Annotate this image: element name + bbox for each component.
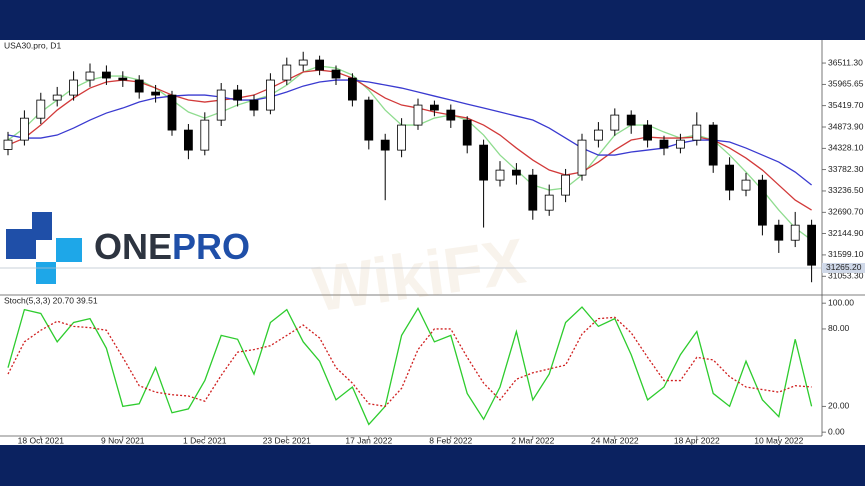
- candle-body: [36, 99, 46, 119]
- x-tick-label: 8 Feb 2022: [429, 435, 472, 445]
- y-tick-label: 31053.30: [828, 270, 864, 280]
- candle-body: [167, 94, 177, 131]
- y-tick-label: 36511.30: [828, 57, 863, 67]
- candle-body: [233, 89, 243, 101]
- x-tick-label: 1 Dec 2021: [183, 435, 227, 445]
- x-tick-label: 2 Mar 2022: [511, 435, 554, 445]
- candle-body: [758, 179, 767, 226]
- y-tick-label: 0.00: [828, 426, 845, 436]
- candle-body: [577, 139, 587, 176]
- candle-body: [741, 179, 751, 191]
- x-tick-label: 24 Mar 2022: [591, 435, 639, 445]
- candle-body: [3, 139, 13, 150]
- x-tick-label: 18 Oct 2021: [18, 435, 65, 445]
- candle-body: [52, 94, 62, 101]
- logo-shape: [32, 212, 52, 240]
- candle-body: [183, 129, 193, 151]
- top-band: [0, 0, 865, 40]
- candle-body: [725, 164, 734, 191]
- candle-body: [692, 124, 702, 141]
- candle-body: [19, 117, 29, 141]
- candle-body: [397, 124, 407, 151]
- candle-body: [151, 91, 161, 96]
- y-tick-label: 35419.70: [828, 100, 864, 110]
- candle-body: [626, 114, 636, 126]
- candle-body: [102, 71, 111, 79]
- candle-body: [512, 169, 521, 176]
- y-tick-label: 34328.10: [828, 143, 864, 153]
- candle-body: [495, 169, 505, 181]
- candle-body: [85, 71, 95, 81]
- y-tick-label: 34873.90: [828, 121, 864, 131]
- x-tick-label: 17 Jan 2022: [345, 435, 392, 445]
- candle-body: [315, 59, 325, 71]
- candle-body: [594, 129, 603, 141]
- logo: ONEPRO: [6, 212, 250, 284]
- candle-body: [446, 109, 456, 121]
- y-tick-label: 20.00: [828, 401, 850, 411]
- x-tick-label: 10 May 2022: [754, 435, 803, 445]
- indicator-title: Stoch(5,3,3) 20.70 39.51: [4, 295, 98, 305]
- candle-body: [708, 124, 718, 166]
- candle-body: [347, 77, 357, 101]
- candle-body: [807, 224, 816, 266]
- logo-shape: [36, 262, 56, 284]
- series-line: [7, 306, 813, 426]
- y-tick-label: 80.00: [828, 323, 850, 333]
- y-tick-label: 35965.65: [828, 79, 864, 89]
- bottom-band: [0, 445, 865, 486]
- candle-body: [249, 99, 259, 111]
- candle-body: [298, 59, 308, 66]
- candle-body: [659, 139, 669, 149]
- logo-shape: [6, 229, 36, 259]
- candle-body: [118, 77, 128, 81]
- candle-body: [462, 119, 472, 146]
- candle-body: [331, 69, 341, 79]
- logo-text-part: ONE: [94, 226, 172, 267]
- chart-title: USA30.pro, D1: [4, 40, 61, 50]
- candle-body: [610, 114, 620, 131]
- candle-body: [216, 89, 226, 121]
- candle-body: [134, 79, 144, 93]
- candle-body: [364, 99, 374, 141]
- candle-body: [528, 174, 538, 211]
- logo-text: ONEPRO: [94, 226, 250, 267]
- candle-body: [774, 224, 784, 241]
- candle-body: [413, 104, 423, 126]
- candle-body: [282, 64, 292, 81]
- candle-body: [69, 79, 78, 96]
- candle-body: [265, 79, 275, 111]
- candle-body: [561, 174, 570, 196]
- current-price-box: [822, 262, 865, 273]
- candle-body: [676, 139, 685, 149]
- y-tick-label: 32690.70: [828, 207, 864, 217]
- series-line: [7, 316, 812, 408]
- logo-text-part: PRO: [172, 226, 250, 267]
- logo-shape: [56, 238, 82, 262]
- candle-body: [479, 144, 489, 181]
- x-tick-label: 23 Dec 2021: [263, 435, 311, 445]
- candle-body: [544, 194, 554, 211]
- y-tick-label: 33236.50: [828, 185, 864, 195]
- candle-body: [380, 139, 390, 151]
- x-tick-label: 18 Apr 2022: [674, 435, 720, 445]
- y-tick-label: 31599.10: [828, 249, 864, 259]
- y-tick-label: 33782.30: [828, 164, 864, 174]
- x-tick-label: 9 Nov 2021: [101, 435, 145, 445]
- candle-body: [643, 124, 652, 141]
- y-tick-label: 100.00: [828, 297, 854, 307]
- candle-body: [790, 224, 800, 241]
- candle-body: [429, 104, 439, 111]
- y-tick-label: 32144.90: [828, 228, 864, 238]
- current-price-label: 31265.20: [826, 262, 862, 272]
- candle-body: [200, 119, 210, 151]
